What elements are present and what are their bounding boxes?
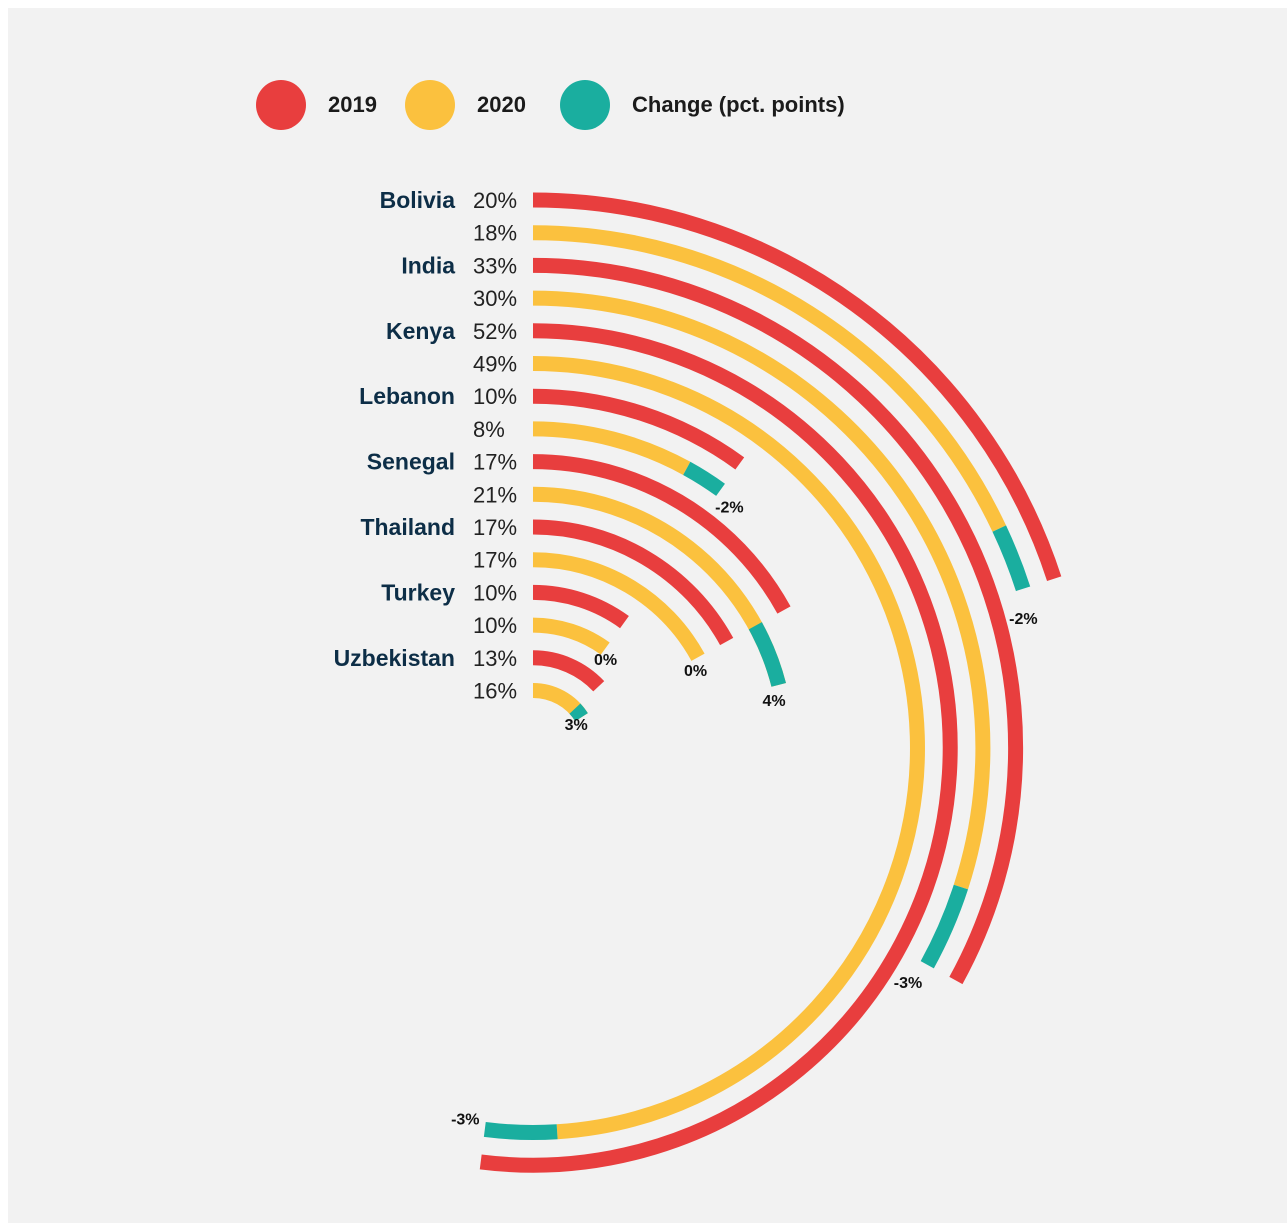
legend-label-2019: 2019 <box>328 92 377 117</box>
change-label-uzbekistan: 3% <box>565 717 588 734</box>
value-2020-senegal: 21% <box>473 482 517 507</box>
country-label-uzbekistan: Uzbekistan <box>334 645 455 671</box>
value-2019-turkey: 10% <box>473 580 517 605</box>
country-label-lebanon: Lebanon <box>359 383 455 409</box>
bar-2019-kenya <box>479 323 958 1173</box>
bar-change-senegal <box>748 622 786 687</box>
value-2019-thailand: 17% <box>473 515 517 540</box>
value-2019-uzbekistan: 13% <box>473 646 517 671</box>
bar-2019-uzbekistan <box>532 650 605 692</box>
bar-2020-lebanon <box>532 421 691 475</box>
change-label-kenya: -3% <box>451 1111 479 1128</box>
bar-2020-bolivia <box>532 225 1007 532</box>
country-label-bolivia: Bolivia <box>380 187 456 213</box>
country-label-thailand: Thailand <box>360 514 455 540</box>
change-label-thailand: 0% <box>684 663 707 680</box>
country-label-turkey: Turkey <box>381 579 455 605</box>
bar-2019-india <box>532 257 1024 985</box>
bar-change-kenya <box>483 1122 558 1140</box>
value-2020-india: 30% <box>473 286 517 311</box>
bar-change-bolivia <box>992 525 1031 592</box>
bar-2020-turkey <box>532 617 610 655</box>
change-label-lebanon: -2% <box>715 500 743 517</box>
value-2019-kenya: 52% <box>473 319 517 344</box>
change-label-bolivia: -2% <box>1009 611 1037 628</box>
value-2020-uzbekistan: 16% <box>473 679 517 704</box>
value-2020-thailand: 17% <box>473 548 517 573</box>
bar-2019-senegal <box>532 454 791 614</box>
value-2019-senegal: 17% <box>473 450 517 475</box>
bar-2019-lebanon <box>532 388 745 470</box>
value-2020-kenya: 49% <box>473 352 517 377</box>
bar-2020-india <box>532 290 991 890</box>
change-label-senegal: 4% <box>762 693 785 710</box>
bar-change-uzbekistan <box>569 703 588 722</box>
value-2020-bolivia: 18% <box>473 221 517 246</box>
bar-change-india <box>920 884 969 969</box>
legend-swatch-2019 <box>256 80 306 130</box>
change-label-india: -3% <box>894 975 922 992</box>
country-label-kenya: Kenya <box>386 318 455 344</box>
legend-label-2020: 2020 <box>477 92 526 117</box>
change-label-turkey: 0% <box>594 652 617 669</box>
bar-2020-kenya <box>532 356 925 1140</box>
value-2019-india: 33% <box>473 253 517 278</box>
value-2019-lebanon: 10% <box>473 384 517 409</box>
legend-label-change: Change (pct. points) <box>632 92 845 117</box>
bar-2020-thailand <box>532 552 705 661</box>
country-label-india: India <box>401 252 455 278</box>
bar-2019-thailand <box>532 519 734 646</box>
legend-swatch-2020 <box>405 80 455 130</box>
bar-change-lebanon <box>683 461 725 496</box>
bar-2019-bolivia <box>532 192 1062 581</box>
value-2020-lebanon: 8% <box>473 417 505 442</box>
country-label-senegal: Senegal <box>367 449 455 475</box>
value-2019-bolivia: 20% <box>473 188 517 213</box>
legend-swatch-change <box>560 80 610 130</box>
value-2020-turkey: 10% <box>473 613 517 638</box>
bar-2019-turkey <box>532 584 629 629</box>
